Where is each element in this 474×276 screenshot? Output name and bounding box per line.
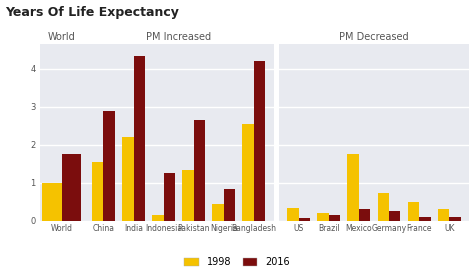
Bar — [389, 211, 401, 221]
Bar — [347, 154, 359, 221]
Bar — [134, 55, 145, 221]
Bar — [62, 154, 82, 221]
Bar — [287, 208, 299, 221]
Bar — [438, 209, 449, 221]
Text: Years Of Life Expectancy: Years Of Life Expectancy — [5, 6, 179, 18]
Bar — [299, 218, 310, 221]
Bar — [103, 111, 115, 221]
Bar — [42, 183, 62, 221]
Bar — [378, 193, 389, 221]
Bar — [182, 169, 194, 221]
Bar — [243, 124, 254, 221]
Bar — [419, 217, 430, 221]
Bar — [359, 209, 370, 221]
Bar — [122, 137, 134, 221]
Title: PM Increased: PM Increased — [146, 32, 211, 42]
Bar — [152, 215, 164, 221]
Bar — [164, 173, 175, 221]
Bar — [449, 217, 461, 221]
Bar — [408, 202, 419, 221]
Bar — [254, 61, 265, 221]
Title: PM Decreased: PM Decreased — [339, 32, 409, 42]
Legend: 1998, 2016: 1998, 2016 — [180, 253, 294, 271]
Bar — [329, 215, 340, 221]
Bar — [92, 162, 103, 221]
Bar — [194, 120, 205, 221]
Bar — [224, 189, 235, 221]
Bar — [212, 204, 224, 221]
Bar — [318, 213, 329, 221]
Title: World: World — [48, 32, 76, 42]
